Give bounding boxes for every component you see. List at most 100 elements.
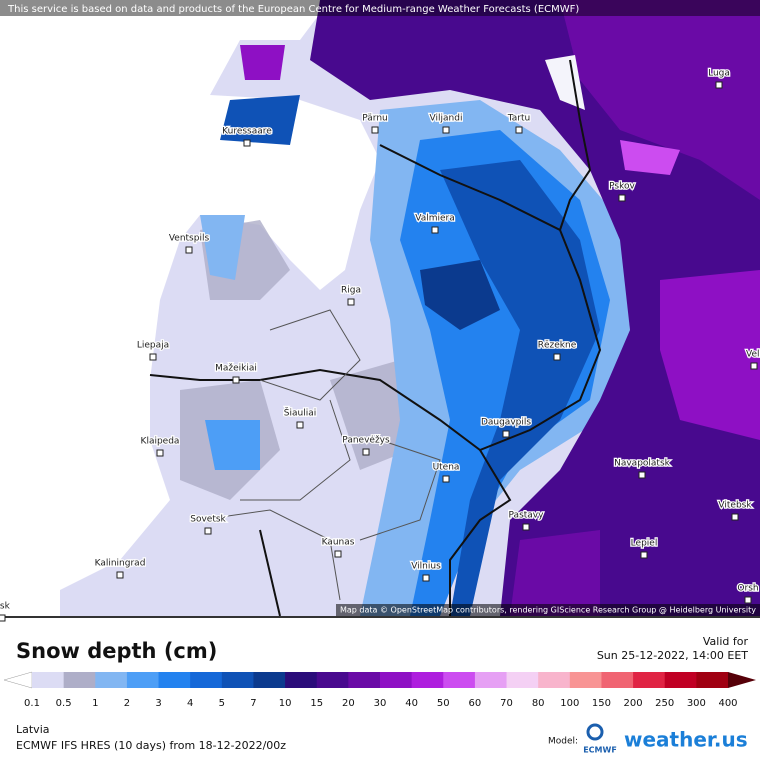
legend-swatch: [316, 672, 349, 688]
city-label: Luga: [708, 69, 730, 79]
city-marker: [515, 126, 523, 134]
legend-label: 100: [560, 698, 579, 709]
legend-label: 3: [155, 698, 161, 709]
city-label: Viljandi: [430, 114, 463, 124]
city-marker: [502, 430, 510, 438]
legend-swatch: [63, 672, 96, 688]
city-label: Ventspils: [169, 234, 210, 244]
legend-swatch: [538, 672, 571, 688]
city-marker: [715, 81, 723, 89]
legend-swatch: [32, 672, 65, 688]
legend-swatch: [158, 672, 191, 688]
city-marker: [371, 126, 379, 134]
city-label: Pskov: [609, 182, 635, 192]
legend-swatch: [411, 672, 444, 688]
city-label: Kuressaare: [222, 127, 272, 137]
city-label: Panevėžys: [342, 436, 390, 446]
city-marker: [442, 475, 450, 483]
legend-label: 60: [469, 698, 482, 709]
color-bar: 0.1 0.5 1 2 3 4 5 7 10 15 20 30 40 50 60 70 80 100 150 200 2…: [3, 671, 756, 709]
legend-label: 50: [437, 698, 450, 709]
credit-bar: [336, 604, 760, 616]
city-marker: [334, 550, 342, 558]
city-label: Valmiera: [415, 214, 455, 224]
legend-label: 5: [219, 698, 225, 709]
city-marker: [185, 246, 193, 254]
legend-label: 4: [187, 698, 193, 709]
valid-time: Sun 25-12-2022, 14:00 EET: [597, 649, 748, 662]
legend-label: 1: [92, 698, 98, 709]
city-marker: [156, 449, 164, 457]
city-label: Klaipeda: [141, 437, 180, 447]
city-marker: [731, 513, 739, 521]
city-label: Liepaja: [137, 341, 169, 351]
city-marker: [296, 421, 304, 429]
city-label: Vilnius: [411, 562, 441, 572]
city-marker: [362, 448, 370, 456]
legend-title: Snow depth (cm): [16, 639, 217, 663]
legend-swatch: [380, 672, 413, 688]
legend-label: 0.5: [56, 698, 72, 709]
city-label: Velı: [746, 350, 760, 360]
map-credit: Map data © OpenStreetMap contributors, r…: [340, 606, 756, 615]
attribution: This service is based on data and produc…: [7, 4, 579, 15]
legend-swatch: [221, 672, 254, 688]
legend-label: 0.1: [24, 698, 40, 709]
city-label: Orsh: [737, 584, 758, 594]
ecmwf-text: ECMWF: [583, 746, 617, 755]
city-label: Rēzekne: [538, 341, 577, 351]
legend-label: 250: [655, 698, 674, 709]
city-label: Pärnu: [362, 114, 388, 124]
city-marker: [640, 551, 648, 559]
city-label: Utena: [433, 463, 460, 473]
city-layer: Kuressaare Pärnu Viljandi Tartu Luga Pskov Val…: [0, 67, 760, 622]
city-marker: [347, 298, 355, 306]
city-label: Tartu: [507, 114, 530, 124]
legend-label: 7: [250, 698, 256, 709]
city-marker: [750, 362, 758, 370]
city-label: Lepiel: [631, 539, 658, 549]
legend-swatch: [95, 672, 128, 688]
legend-arrow-high: [728, 672, 756, 688]
ecmwf-logo: [586, 723, 604, 741]
city-marker: [442, 126, 450, 134]
legend-label: 15: [310, 698, 323, 709]
legend-swatch: [601, 672, 634, 688]
legend-swatch: [474, 672, 508, 688]
legend-swatch: [506, 672, 539, 688]
valid-label: Valid for: [703, 635, 749, 648]
legend-swatch: [696, 672, 729, 688]
region: Latvia: [16, 723, 50, 736]
city-label: ńsk: [0, 602, 11, 612]
legend-label: 30: [374, 698, 387, 709]
city-marker: [744, 596, 752, 604]
legend-swatch: [348, 672, 381, 688]
legend-label: 10: [279, 698, 292, 709]
attribution-bar: [0, 0, 760, 16]
city-label: Pastavy: [509, 511, 545, 521]
city-marker: [618, 194, 626, 202]
city-label: Vitebsk: [718, 501, 752, 511]
brand[interactable]: weather.us: [624, 728, 748, 752]
model-label: Model:: [548, 737, 578, 747]
city-marker: [522, 523, 530, 531]
legend-label: 300: [687, 698, 706, 709]
legend-label: 2: [124, 698, 130, 709]
city-label: Sovetsk: [190, 515, 226, 525]
legend-swatch: [569, 672, 602, 688]
city-marker: [149, 353, 157, 361]
city-marker: [204, 527, 212, 535]
city-marker: [638, 471, 646, 479]
city-label: Kaliningrad: [95, 559, 146, 569]
legend-label: 400: [718, 698, 737, 709]
city-label: Mažeikiai: [215, 364, 257, 374]
legend-label: 70: [500, 698, 513, 709]
city-marker: [553, 353, 561, 361]
city-marker: [422, 574, 430, 582]
city-label: Daugavpils: [481, 418, 531, 428]
city-label: Riga: [341, 286, 361, 296]
legend-swatch: [253, 672, 286, 688]
city-label: Kaunas: [322, 538, 355, 548]
